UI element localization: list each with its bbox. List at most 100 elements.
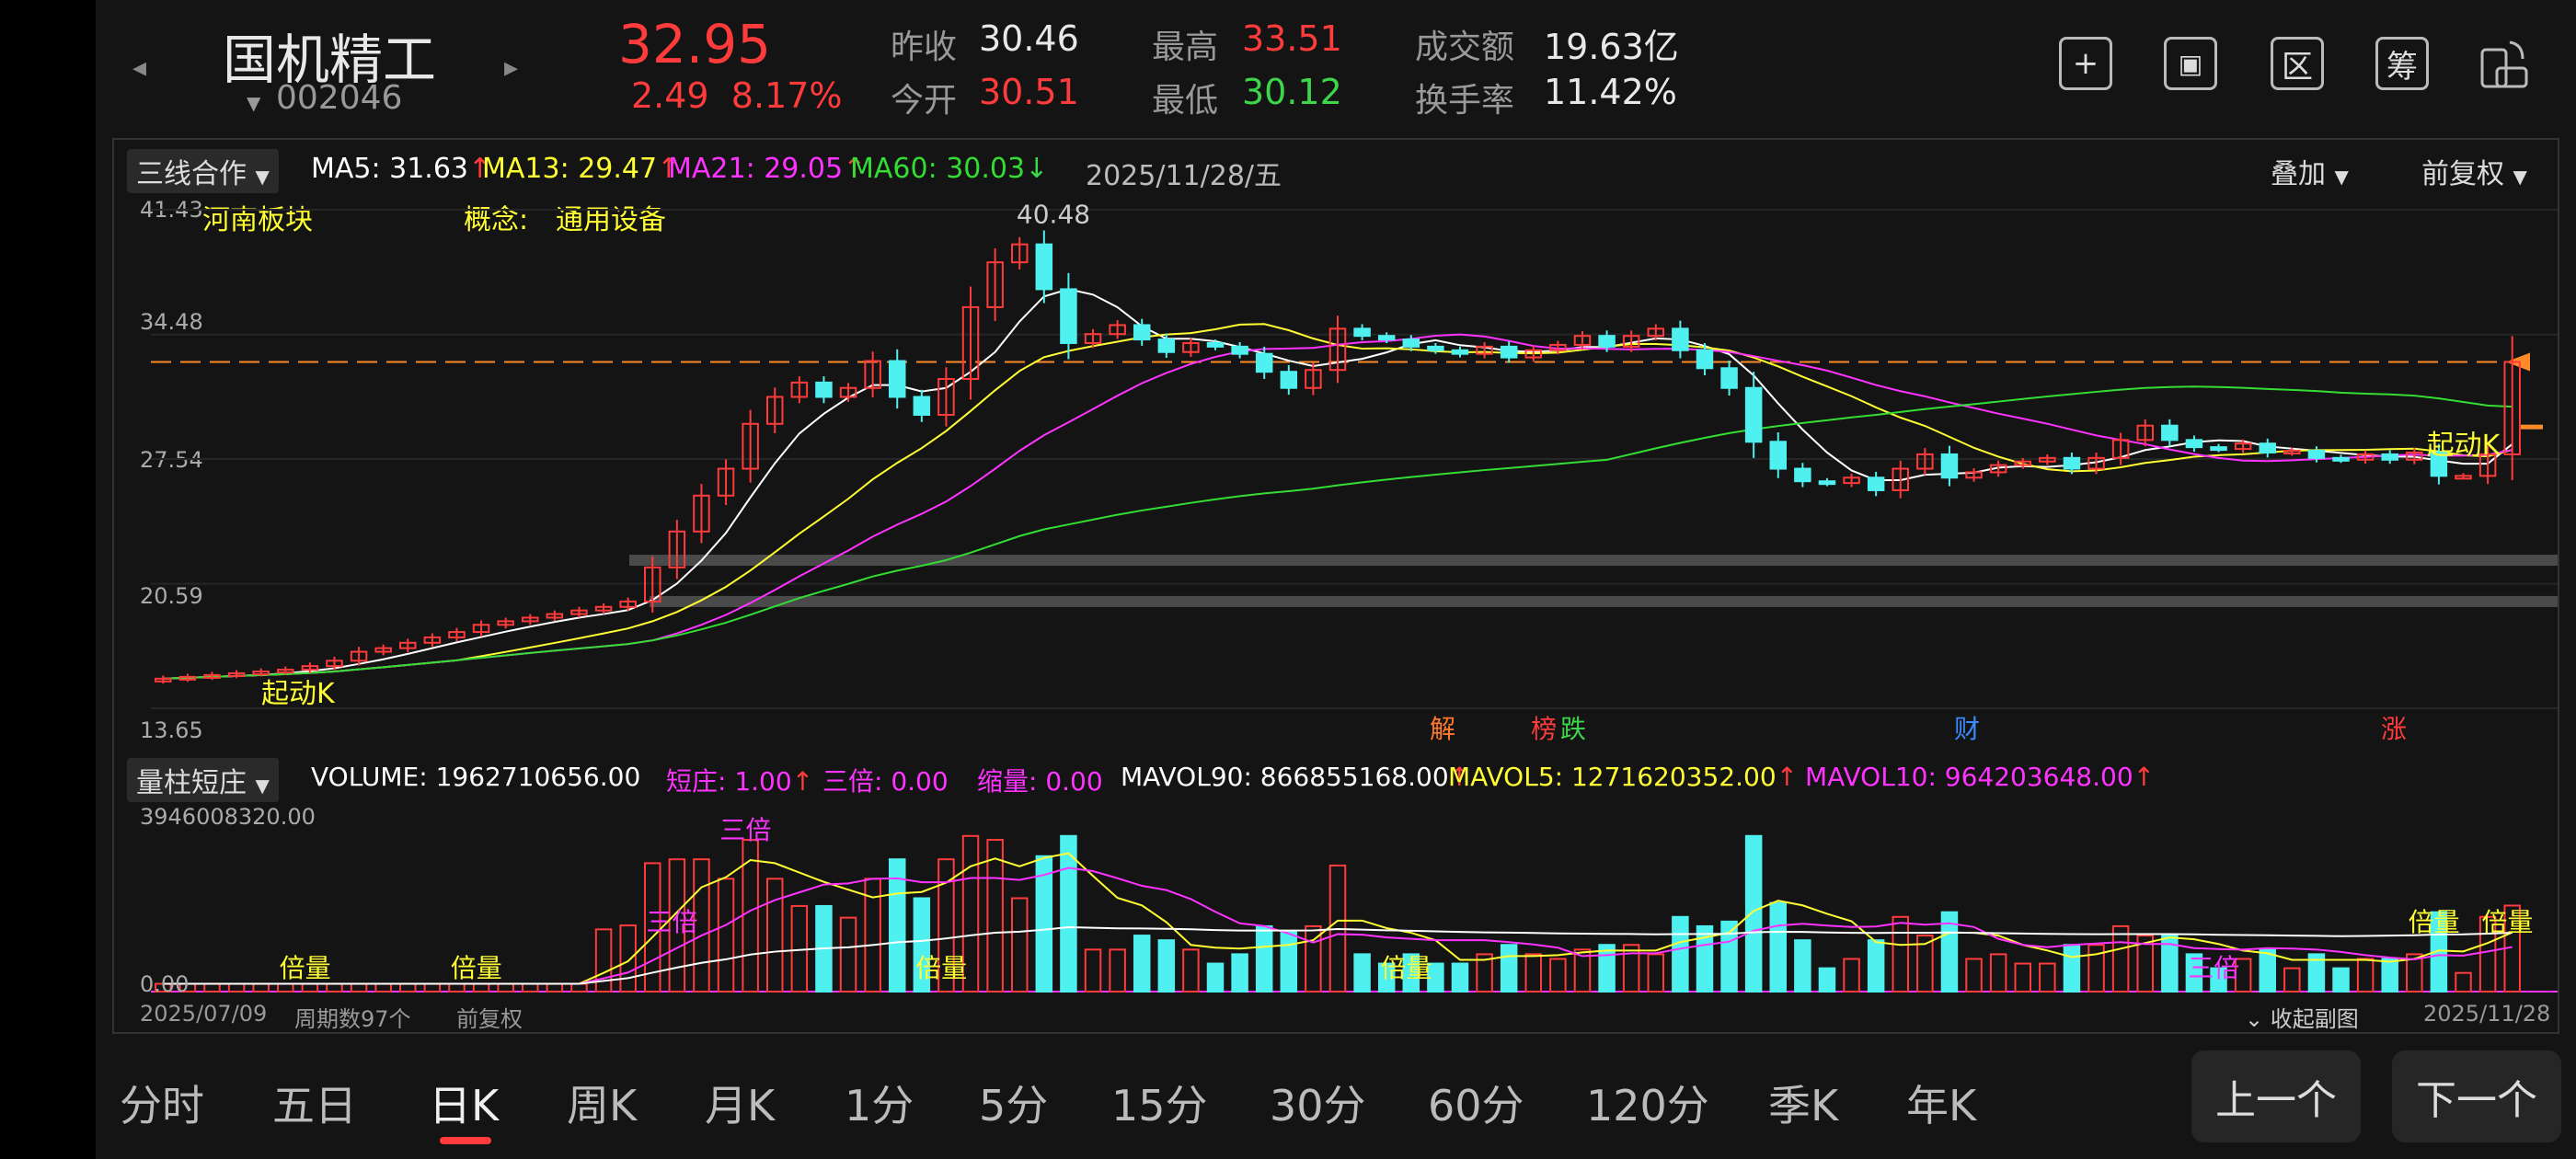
candle (178, 675, 197, 681)
tab-day-k[interactable]: 日K (429, 1081, 500, 1130)
candle (1867, 476, 1885, 491)
overlay-select[interactable]: 叠加 ▼ (2271, 151, 2349, 191)
volume-bar (2430, 911, 2448, 993)
tab-season-k[interactable]: 季K (1768, 1081, 1839, 1130)
candle (1500, 345, 1518, 359)
next-stock-button[interactable]: 下一个 (2392, 1050, 2561, 1142)
candle (252, 671, 270, 676)
ma5-readout: MA5: 31.63↑ (311, 153, 491, 185)
quote-header: ◂ 国机精工 ▸ ▼ 002046 32.95 2.49 8.17% 昨收 30… (96, 0, 2576, 136)
adjust-select[interactable]: 前复权 ▼ (2421, 151, 2527, 191)
prev-close-label: 昨收 (891, 29, 958, 66)
candle (2234, 442, 2252, 451)
kline-chart[interactable]: 40.48起动K起动K解榜跌财涨倍量 倍量三倍三倍倍量 倍量 三倍倍量 倍量 (114, 140, 2558, 1023)
tab-timeshare[interactable]: 分时 (120, 1081, 204, 1130)
volume-bar (1133, 935, 1151, 993)
chevron-down-icon: ▼ (2513, 166, 2527, 188)
volume-bar (986, 839, 1004, 993)
tab-1min[interactable]: 1分 (845, 1081, 914, 1130)
end-date: 2025/11/28 (2423, 1001, 2551, 1027)
candle (1672, 327, 1689, 351)
amount-value: 19.63亿 (1544, 27, 1679, 67)
plus-icon[interactable]: + (2059, 37, 2112, 90)
candle (1133, 324, 1151, 341)
volume-bar (2014, 962, 2031, 993)
tab-year-k[interactable]: 年K (1906, 1081, 1977, 1130)
candle (1353, 327, 1371, 338)
triple-readout: 三倍: 0.00 (822, 766, 949, 797)
candle (888, 360, 906, 398)
ma60-text: MA60: 30.03 (850, 153, 1026, 185)
volume-bar (1794, 939, 1811, 993)
tab-120min[interactable]: 120分 (1586, 1081, 1709, 1130)
tab-60min[interactable]: 60分 (1428, 1081, 1524, 1130)
tab-month-k[interactable]: 月K (705, 1081, 776, 1130)
volume-bar (2455, 971, 2472, 993)
candle (1328, 327, 1347, 372)
volume-bar (1769, 901, 1788, 993)
volume-bar (277, 982, 294, 993)
mavol90-line (163, 926, 2513, 985)
volume-bar (766, 878, 784, 993)
volume-bar (2185, 953, 2203, 993)
volume-bar (717, 878, 735, 993)
tab-week-k[interactable]: 周K (567, 1081, 638, 1130)
candle (742, 422, 759, 470)
volume-bar (619, 924, 637, 993)
stock-name: 国机精工 (223, 29, 437, 91)
footer-adjust: 前复权 (456, 1006, 523, 1032)
code-dropdown-icon[interactable]: ▼ (247, 92, 261, 114)
candle (1280, 371, 1298, 389)
volume-bar (1084, 948, 1102, 993)
sub-indicator-select[interactable]: 量柱短庄 ▼ (127, 758, 279, 802)
candle (1182, 341, 1200, 353)
volume-bar (2161, 935, 2179, 993)
candle (1524, 349, 1543, 359)
volume-bar (668, 858, 686, 993)
candle (448, 631, 466, 638)
candle (619, 600, 637, 608)
volume-bar (1622, 944, 1640, 993)
prev-stock-arrow-icon[interactable]: ◂ (132, 52, 147, 84)
volume-bar (1989, 953, 2007, 993)
short-text: 短庄: 1.00 (666, 766, 792, 797)
candle (399, 641, 417, 649)
prev-stock-button[interactable]: 上一个 (2191, 1050, 2361, 1142)
candle (2381, 453, 2398, 461)
support-band (629, 555, 2558, 567)
candle (277, 669, 294, 674)
volume-bar (1744, 834, 1763, 993)
candle (1843, 476, 1860, 485)
collapse-sub-chart[interactable]: ⌄ 收起副图 (2245, 1001, 2359, 1033)
candle (2014, 460, 2031, 466)
rotate-screen-icon[interactable] (2477, 37, 2530, 90)
candle (1451, 349, 1469, 355)
tab-5min[interactable]: 5分 (979, 1081, 1049, 1130)
window-icon[interactable]: ▣ (2164, 37, 2217, 90)
volume-bar (937, 858, 955, 993)
tab-30min[interactable]: 30分 (1270, 1081, 1366, 1130)
chevron-down-icon: ▼ (255, 775, 270, 797)
main-indicator-select[interactable]: 三线合作 ▼ (127, 149, 279, 193)
ma60-readout: MA60: 30.03↓ (850, 153, 1048, 185)
candle (1476, 345, 1493, 355)
volume-bar (1647, 953, 1665, 993)
chips-icon[interactable]: 筹 (2375, 37, 2429, 90)
volume-bar (1402, 953, 1420, 993)
candle (1377, 335, 1396, 341)
volume-bar (961, 834, 980, 993)
next-stock-arrow-icon[interactable]: ▸ (504, 52, 519, 84)
chart-panel[interactable]: 三线合作 ▼ MA5: 31.63↑ MA13: 29.47↑ MA21: 29… (112, 138, 2559, 1034)
tab-15min[interactable]: 15分 (1111, 1081, 1208, 1130)
up-arrow-icon: ↑ (1448, 762, 1471, 792)
amount-label: 成交额 (1415, 29, 1515, 66)
event-marker: 解 (1430, 714, 1455, 744)
up-arrow-icon: ↑ (843, 153, 867, 185)
range-icon[interactable]: 区 (2271, 37, 2324, 90)
volume-bar (203, 982, 221, 993)
tab-five-day[interactable]: 五日 (272, 1081, 357, 1130)
volume-bar (2307, 953, 2326, 993)
candle (2356, 453, 2375, 461)
volume-bar (1377, 962, 1396, 993)
candle (1157, 339, 1176, 353)
